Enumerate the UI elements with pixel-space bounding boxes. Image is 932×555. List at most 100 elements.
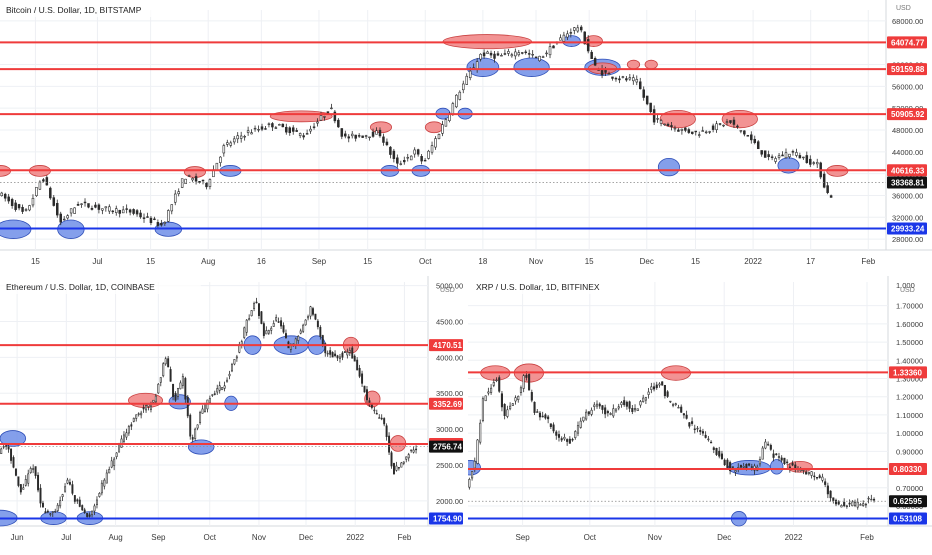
candle-body <box>83 201 87 204</box>
candle-body <box>208 398 211 404</box>
candle-body <box>337 119 340 128</box>
candle-body <box>729 462 732 471</box>
candle-body <box>270 327 273 331</box>
xrp-chart[interactable]: 0.600000.700000.800000.900001.000001.100… <box>459 276 932 550</box>
candle-body <box>311 308 314 315</box>
candle-body <box>656 118 659 120</box>
candle-body <box>366 389 368 401</box>
bitcoin-chart[interactable]: 28000.0032000.0036000.0040000.0044000.00… <box>0 0 932 272</box>
candle-body <box>573 27 576 31</box>
candle-body <box>42 179 45 182</box>
candle-body <box>255 301 258 304</box>
candle-body <box>496 53 500 56</box>
support-level-tag <box>429 512 463 525</box>
candle-body <box>837 501 840 505</box>
candle-body <box>330 107 333 110</box>
candle-body <box>280 320 283 327</box>
candle-body <box>373 409 376 412</box>
candle-body <box>341 352 344 358</box>
candle-body <box>862 503 865 506</box>
candle-body <box>781 154 784 157</box>
candle-body <box>475 61 479 70</box>
candle-body <box>723 459 726 466</box>
candle-body <box>510 54 514 57</box>
candle-body <box>104 206 108 209</box>
y-tick-label: 3500.00 <box>436 389 463 398</box>
candle-body <box>734 470 737 473</box>
xrp-chart-panel[interactable]: 0.600000.700000.800000.900001.000001.100… <box>459 276 932 550</box>
candle-body <box>44 511 47 514</box>
candle-body <box>437 134 441 140</box>
candle-body <box>223 385 226 389</box>
candle-body <box>761 447 764 460</box>
candle-body <box>585 411 588 420</box>
candle-body <box>38 181 42 190</box>
candle-body <box>628 77 632 80</box>
candle-body <box>559 37 562 41</box>
candle-body <box>316 121 319 124</box>
candle-body <box>108 469 111 474</box>
support-touch-ellipse <box>727 460 771 476</box>
candle-body <box>632 77 635 82</box>
candle-body <box>98 493 101 497</box>
candle-body <box>78 499 81 507</box>
chart-title-backdrop <box>0 3 196 17</box>
candle-body <box>481 398 484 421</box>
candle-body <box>164 358 167 365</box>
candle-body <box>213 393 216 395</box>
candle-body <box>61 494 64 498</box>
x-tick-label: 16 <box>257 257 266 266</box>
candle-body <box>10 199 14 206</box>
candle-body <box>250 310 253 317</box>
bitcoin-chart-panel[interactable]: 28000.0032000.0036000.0040000.0044000.00… <box>0 0 932 272</box>
candle-body <box>574 431 577 439</box>
candle-body <box>609 413 612 415</box>
currency-label: USD <box>440 287 455 294</box>
candle-body <box>154 395 157 403</box>
candle-body <box>807 471 810 475</box>
candle-body <box>189 414 192 437</box>
candle-body <box>402 461 405 464</box>
candle-body <box>312 126 316 128</box>
candle-body <box>479 53 482 60</box>
y-tick-label: 32000.00 <box>892 213 923 222</box>
candle-body <box>184 178 187 184</box>
ethereum-chart[interactable]: 2000.00 2500.00 3000.00 3500.00 4000.00 4500.… <box>0 276 468 550</box>
candle-body <box>826 485 829 495</box>
y-tick-label: 1.00000 <box>896 429 923 438</box>
ethereum-chart-panel[interactable]: 2000.00 2500.00 3000.00 3500.00 4000.00 4500.… <box>0 276 468 550</box>
candle-body <box>32 468 35 470</box>
candle-body <box>118 209 121 214</box>
candle-body <box>663 123 666 126</box>
candle-body <box>829 490 832 499</box>
resistance-level-label: 59159.88 <box>891 65 925 74</box>
candle-body <box>115 452 118 458</box>
candle-body <box>406 157 409 159</box>
y-top-label: 1.000 <box>896 281 915 290</box>
candle-body <box>514 397 517 402</box>
candle-body <box>743 130 746 135</box>
candle-body <box>722 124 725 127</box>
candle-body <box>606 411 609 414</box>
candle-body <box>208 179 212 187</box>
candle-body <box>191 178 194 181</box>
candle-body <box>375 130 378 135</box>
candle-body <box>157 383 160 394</box>
candle-body <box>673 127 677 130</box>
candle-body <box>405 456 408 460</box>
candle-body <box>245 319 248 333</box>
support-touch-ellipse <box>777 157 800 174</box>
candle-body <box>780 457 783 461</box>
candle-body <box>764 441 767 449</box>
candle-body <box>73 207 76 214</box>
candle-body <box>69 208 73 214</box>
candle-body <box>872 499 876 501</box>
candle-body <box>595 403 599 407</box>
candle-body <box>742 465 745 468</box>
candle-body <box>246 130 250 133</box>
candle-body <box>455 94 458 108</box>
candle-body <box>601 405 604 410</box>
candle-body <box>500 55 503 57</box>
x-tick-label: 17 <box>806 257 815 266</box>
candle-body <box>186 396 189 417</box>
